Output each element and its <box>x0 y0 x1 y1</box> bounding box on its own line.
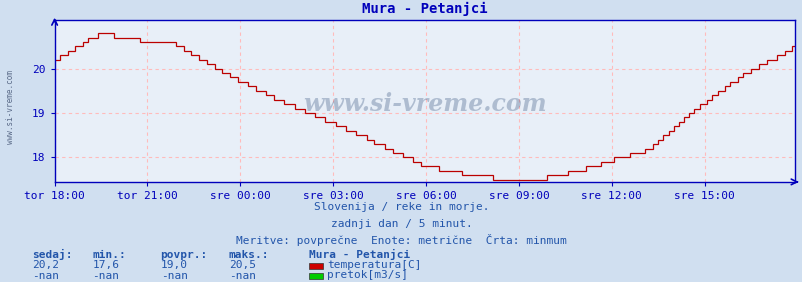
Text: min.:: min.: <box>92 250 126 260</box>
Text: -nan: -nan <box>92 271 119 281</box>
Text: 20,5: 20,5 <box>229 261 256 270</box>
Text: maks.:: maks.: <box>229 250 269 260</box>
Text: 19,0: 19,0 <box>160 261 188 270</box>
Text: 17,6: 17,6 <box>92 261 119 270</box>
Text: -nan: -nan <box>160 271 188 281</box>
Text: sedaj:: sedaj: <box>32 249 72 260</box>
Text: zadnji dan / 5 minut.: zadnji dan / 5 minut. <box>330 219 472 229</box>
Text: www.si-vreme.com: www.si-vreme.com <box>6 70 15 144</box>
Text: povpr.:: povpr.: <box>160 250 208 260</box>
Title: Mura - Petanjci: Mura - Petanjci <box>362 2 487 16</box>
Text: Slovenija / reke in morje.: Slovenija / reke in morje. <box>314 202 488 212</box>
Text: www.si-vreme.com: www.si-vreme.com <box>302 92 546 116</box>
Text: -nan: -nan <box>229 271 256 281</box>
Text: 20,2: 20,2 <box>32 261 59 270</box>
Text: Meritve: povprečne  Enote: metrične  Črta: minmum: Meritve: povprečne Enote: metrične Črta:… <box>236 234 566 246</box>
Text: temperatura[C]: temperatura[C] <box>326 260 421 270</box>
Text: pretok[m3/s]: pretok[m3/s] <box>326 270 407 280</box>
Text: -nan: -nan <box>32 271 59 281</box>
Text: Mura - Petanjci: Mura - Petanjci <box>309 249 410 260</box>
